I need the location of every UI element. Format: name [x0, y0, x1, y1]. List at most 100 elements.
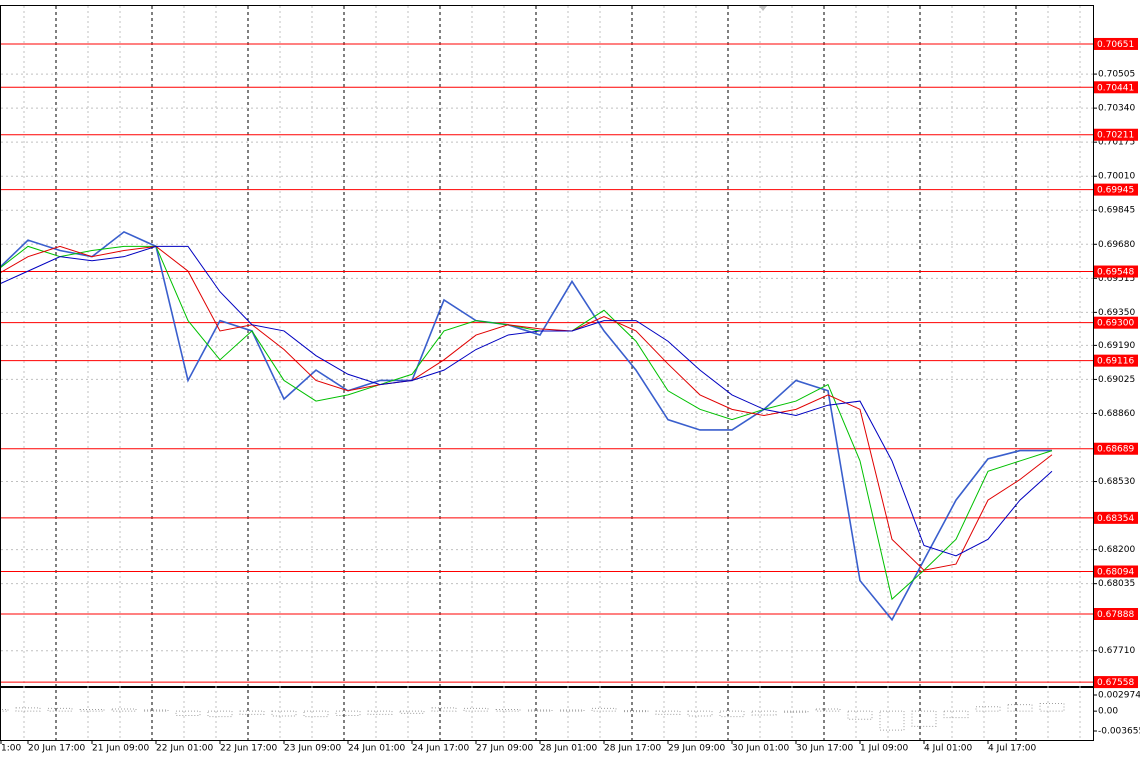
bar [783, 710, 809, 713]
bar [495, 709, 521, 712]
x-tick-label: 24 Jun 17:00 [412, 744, 469, 754]
bar [815, 708, 841, 712]
x-tick-label: 22 Jun 17:00 [220, 744, 277, 754]
bar [239, 710, 265, 715]
x-tick-label: 24 Jun 01:00 [348, 744, 405, 754]
bar [303, 710, 329, 718]
y-tick-label: 0.70175 [1098, 138, 1135, 148]
x-tick-label: 30 Jun 17:00 [796, 744, 853, 754]
y-tick-label: 0.002974 [1098, 690, 1140, 700]
bar [463, 707, 489, 712]
bar [719, 710, 745, 718]
bar [79, 709, 105, 712]
level-label: 0.67558 [1097, 678, 1134, 688]
level-label-bg [1094, 183, 1138, 196]
x-tick-label: 23 Jun 09:00 [284, 744, 341, 754]
y-tick-label: 0.68530 [1098, 477, 1135, 487]
main-frame [0, 5, 1094, 687]
bar [1039, 703, 1065, 712]
level-label-bg [1094, 676, 1138, 689]
bar [399, 710, 425, 714]
y-tick-label: 0.69350 [1098, 308, 1135, 318]
y-tick-label: 0.70505 [1098, 70, 1135, 80]
level-label: 0.69116 [1097, 357, 1134, 367]
bar [975, 706, 1001, 712]
level-label-bg [1094, 565, 1138, 578]
level-label-bg [1094, 81, 1138, 94]
level-label-bg [1094, 511, 1138, 524]
y-tick-label: 0.70340 [1098, 104, 1135, 114]
level-label-bg [1094, 442, 1138, 455]
y-tick-label: 0.00 [1098, 707, 1118, 717]
level-label: 0.68689 [1097, 445, 1134, 455]
sub-frame [0, 687, 1094, 741]
x-tick-label: 1:00 [1, 744, 21, 754]
bar [943, 710, 969, 719]
x-tick-label: 28 Jun 01:00 [540, 744, 597, 754]
level-label-bg [1094, 265, 1138, 278]
y-tick-label: 0.68035 [1098, 579, 1135, 589]
y-tick-label: 0.69515 [1098, 274, 1135, 284]
bar [527, 709, 553, 712]
level-label-bg [1094, 128, 1138, 141]
level-label-bg [1094, 316, 1138, 329]
level-label: 0.69548 [1097, 268, 1134, 278]
y-tick-label: 0.69190 [1098, 341, 1135, 351]
y-tick-label: 0.68200 [1098, 545, 1135, 555]
x-tick-label: 29 Jun 09:00 [668, 744, 725, 754]
level-label: 0.68354 [1097, 514, 1134, 524]
x-tick-label: 4 Jul 17:00 [988, 744, 1037, 754]
level-label: 0.67888 [1097, 610, 1134, 620]
y-tick-label: 0.67710 [1098, 646, 1135, 656]
bar [751, 710, 777, 716]
bar [655, 710, 681, 715]
level-label-bg [1094, 37, 1138, 50]
x-tick-label: 28 Jun 17:00 [604, 744, 661, 754]
bar [623, 710, 649, 713]
x-tick-label: 20 Jun 17:00 [28, 744, 85, 754]
level-label: 0.69945 [1097, 186, 1134, 196]
bar [207, 710, 233, 718]
bar [1, 709, 9, 712]
y-tick-label: -0.003655 [1098, 727, 1140, 737]
bar [687, 710, 713, 717]
y-tick-label: 0.68860 [1098, 409, 1135, 419]
bar [367, 710, 393, 715]
x-tick-label: 22 Jun 01:00 [156, 744, 213, 754]
x-tick-label: 1 Jul 09:00 [860, 744, 909, 754]
level-label: 0.70651 [1097, 40, 1134, 50]
bar [143, 709, 169, 712]
bar [335, 710, 361, 716]
bar [879, 710, 905, 731]
level-label-bg [1094, 354, 1138, 367]
bar [271, 710, 297, 717]
x-tick-label: 4 Jul 01:00 [924, 744, 973, 754]
level-label: 0.68094 [1097, 567, 1134, 577]
bar [47, 707, 73, 712]
x-tick-label: 21 Jun 09:00 [92, 744, 149, 754]
bar [431, 707, 457, 712]
moving-average [1, 245, 1053, 557]
level-label: 0.70211 [1097, 131, 1134, 141]
bar [559, 709, 585, 712]
shift-marker [759, 6, 767, 11]
x-tick-label: 27 Jun 09:00 [476, 744, 533, 754]
bar [847, 710, 873, 720]
level-label: 0.70441 [1097, 83, 1134, 93]
level-label: 0.69300 [1097, 319, 1134, 329]
bar [911, 710, 937, 727]
bar [15, 707, 41, 712]
price-line [1, 230, 1052, 622]
x-tick-label: 30 Jun 01:00 [732, 744, 789, 754]
bar [1007, 704, 1033, 712]
y-tick-label: 0.69680 [1098, 240, 1135, 250]
moving-average [1, 245, 1053, 601]
moving-average [1, 245, 1053, 571]
y-tick-label: 0.69025 [1098, 375, 1135, 385]
bar [591, 707, 617, 712]
y-tick-label: 0.70010 [1098, 172, 1135, 182]
bar [175, 710, 201, 716]
bar [111, 708, 137, 712]
